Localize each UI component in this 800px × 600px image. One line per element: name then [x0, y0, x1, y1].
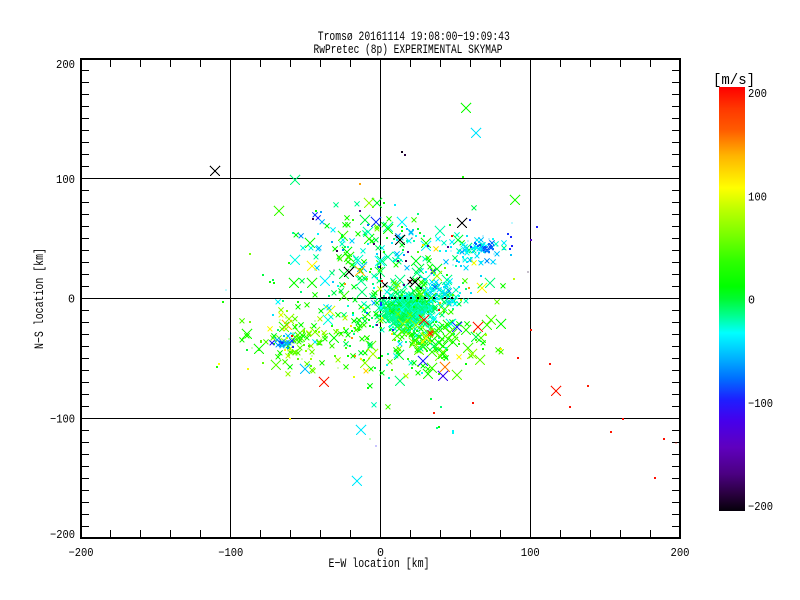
svg-text:200: 200	[671, 546, 690, 560]
svg-text:0: 0	[748, 294, 755, 308]
svg-text:RwPretec (8p) EXPERIMENTAL SKY: RwPretec (8p) EXPERIMENTAL SKYMAP	[314, 42, 503, 57]
svg-text:−200: −200	[69, 546, 94, 560]
svg-text:200: 200	[56, 58, 75, 72]
svg-text:−200: −200	[50, 528, 75, 542]
svg-text:100: 100	[521, 546, 540, 560]
svg-text:100: 100	[56, 173, 75, 187]
svg-text:−200: −200	[748, 500, 773, 514]
svg-text:E−W location [km]: E−W location [km]	[329, 556, 430, 571]
svg-text:200: 200	[748, 87, 767, 101]
svg-text:−100: −100	[50, 412, 75, 426]
svg-text:−100: −100	[218, 546, 243, 560]
svg-text:0: 0	[68, 293, 75, 307]
svg-text:Tromsø 20161114 19:08:00−19:09: Tromsø 20161114 19:08:00−19:09:43	[318, 29, 510, 44]
svg-text:−100: −100	[748, 397, 773, 411]
svg-text:N−S location [km]: N−S location [km]	[32, 248, 47, 349]
svg-text:100: 100	[748, 190, 767, 204]
svg-text:[m/s]: [m/s]	[713, 72, 755, 89]
svg-text:0: 0	[377, 546, 384, 560]
